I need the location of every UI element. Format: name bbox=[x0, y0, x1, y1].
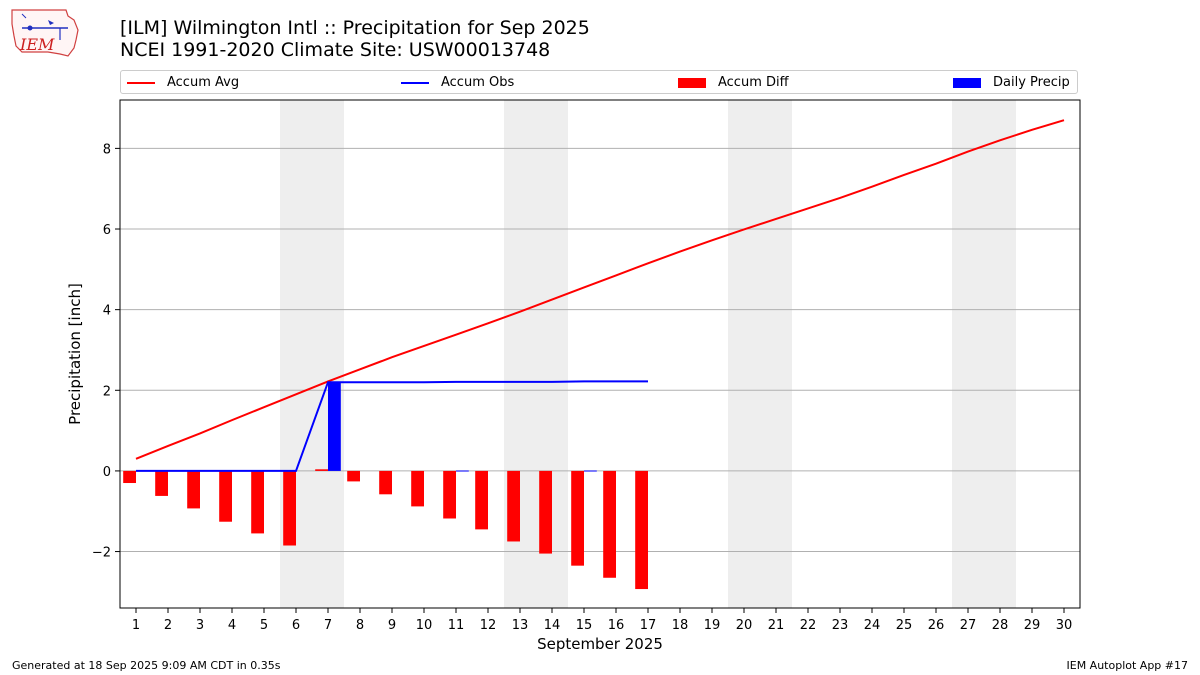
accum-diff-bar-14 bbox=[539, 470, 552, 554]
x-tick-label: 16 bbox=[608, 618, 625, 633]
weekend-band-3 bbox=[728, 100, 792, 608]
accum-diff-bar-17 bbox=[635, 470, 648, 590]
y-tick-label: 6 bbox=[103, 223, 111, 238]
x-tick-label: 15 bbox=[576, 618, 593, 633]
x-tick-label: 8 bbox=[356, 618, 364, 633]
legend-label-accum-obs: Accum Obs bbox=[441, 75, 515, 90]
x-tick-label: 30 bbox=[1056, 618, 1073, 633]
accum-diff-bar-3 bbox=[187, 470, 200, 509]
accum-diff-bar-11 bbox=[443, 470, 456, 519]
legend-label-daily-precip: Daily Precip bbox=[993, 75, 1070, 90]
y-tick-label: 2 bbox=[103, 384, 111, 399]
chart-legend: Accum Avg Accum Obs Accum Diff Daily Pre… bbox=[120, 70, 1078, 94]
x-tick-label: 13 bbox=[512, 618, 529, 633]
accum-diff-bar-6 bbox=[283, 470, 296, 546]
weekend-band-4 bbox=[952, 100, 1016, 608]
y-tick-label: 8 bbox=[103, 142, 111, 157]
legend-swatch-accum-avg bbox=[127, 82, 155, 84]
footer-generated-text: Generated at 18 Sep 2025 9:09 AM CDT in … bbox=[12, 659, 281, 672]
x-tick-label: 5 bbox=[260, 618, 268, 633]
y-axis-label: Precipitation [inch] bbox=[66, 283, 84, 425]
x-tick-label: 18 bbox=[672, 618, 689, 633]
footer-app-text: IEM Autoplot App #17 bbox=[1066, 659, 1189, 672]
plot-frame bbox=[119, 99, 1081, 609]
legend-label-accum-avg: Accum Avg bbox=[167, 75, 240, 90]
x-tick-label: 26 bbox=[928, 618, 945, 633]
daily-precip-bar-7 bbox=[328, 382, 341, 471]
legend-swatch-accum-diff bbox=[678, 78, 706, 88]
legend-swatch-daily-precip bbox=[953, 78, 981, 88]
accum-diff-bar-5 bbox=[251, 470, 264, 534]
legend-swatch-accum-obs bbox=[401, 82, 429, 84]
accum-diff-bar-4 bbox=[219, 470, 232, 522]
x-tick-label: 28 bbox=[992, 618, 1009, 633]
x-tick-label: 12 bbox=[480, 618, 497, 633]
x-tick-label: 24 bbox=[864, 618, 881, 633]
accum-diff-bar-13 bbox=[507, 470, 520, 542]
accum-diff-bar-7 bbox=[315, 469, 328, 471]
iem-logo: IEM bbox=[8, 6, 80, 60]
accum-diff-bar-2 bbox=[155, 470, 168, 496]
daily-precip-bar-11 bbox=[456, 470, 469, 472]
x-tick-label: 25 bbox=[896, 618, 913, 633]
x-tick-label: 27 bbox=[960, 618, 977, 633]
x-tick-label: 2 bbox=[164, 618, 172, 633]
x-tick-label: 14 bbox=[544, 618, 561, 633]
x-tick-label: 23 bbox=[832, 618, 849, 633]
accum-diff-bar-9 bbox=[379, 470, 392, 495]
y-tick-label: −2 bbox=[92, 546, 111, 561]
legend-label-accum-diff: Accum Diff bbox=[718, 75, 789, 90]
x-axis-label: September 2025 bbox=[537, 635, 663, 653]
x-tick-label: 9 bbox=[388, 618, 396, 633]
accum-diff-bar-15 bbox=[571, 470, 584, 566]
x-tick-label: 1 bbox=[132, 618, 140, 633]
x-tick-label: 3 bbox=[196, 618, 204, 633]
accum-diff-bar-12 bbox=[475, 470, 488, 530]
x-tick-label: 4 bbox=[228, 618, 236, 633]
x-tick-label: 11 bbox=[448, 618, 465, 633]
daily-precip-bar-15 bbox=[584, 470, 597, 472]
x-tick-label: 22 bbox=[800, 618, 817, 633]
y-tick-label: 0 bbox=[103, 465, 111, 480]
x-tick-label: 21 bbox=[768, 618, 785, 633]
x-tick-label: 29 bbox=[1024, 618, 1041, 633]
x-tick-label: 19 bbox=[704, 618, 721, 633]
chart-title-line1: [ILM] Wilmington Intl :: Precipitation f… bbox=[120, 17, 590, 39]
x-tick-label: 10 bbox=[416, 618, 433, 633]
accum-obs-line bbox=[136, 380, 648, 472]
accum-diff-bar-10 bbox=[411, 470, 424, 507]
x-tick-label: 6 bbox=[292, 618, 300, 633]
accum-diff-bar-16 bbox=[603, 470, 616, 578]
y-tick-label: 4 bbox=[103, 304, 111, 319]
accum-diff-bar-8 bbox=[347, 470, 360, 482]
svg-text:IEM: IEM bbox=[19, 35, 55, 54]
chart-title: [ILM] Wilmington Intl :: Precipitation f… bbox=[120, 17, 590, 61]
x-tick-label: 17 bbox=[640, 618, 657, 633]
accum-diff-bar-1 bbox=[123, 470, 136, 484]
x-tick-label: 20 bbox=[736, 618, 753, 633]
accum-avg-line bbox=[135, 119, 1065, 460]
x-tick-label: 7 bbox=[324, 618, 332, 633]
chart-title-line2: NCEI 1991-2020 Climate Site: USW00013748 bbox=[120, 39, 551, 61]
